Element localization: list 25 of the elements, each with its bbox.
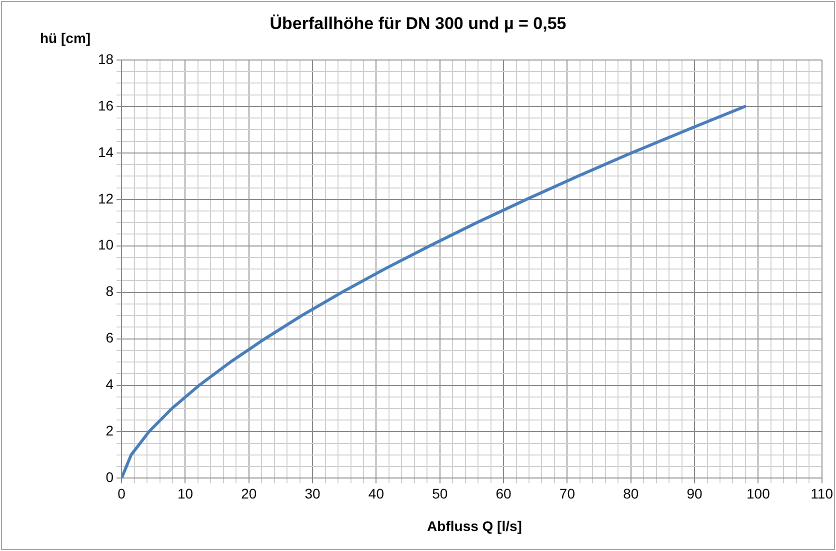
x-tick-label: 40 xyxy=(368,485,384,502)
x-tick-label: 100 xyxy=(746,485,770,502)
x-tick-label: 70 xyxy=(559,485,576,502)
y-tick-label: 10 xyxy=(98,236,114,253)
y-tick-label: 12 xyxy=(98,190,114,206)
y-tick-label: 16 xyxy=(98,97,114,114)
y-tick-label: 14 xyxy=(98,144,114,160)
x-tick-label: 10 xyxy=(177,485,194,502)
x-tick-label: 80 xyxy=(623,485,639,502)
x-axis-title: Abfluss Q [l/s] xyxy=(426,518,523,534)
x-tick-label: 20 xyxy=(241,485,257,502)
x-tick-label: 110 xyxy=(810,485,834,502)
y-tick-label: 18 xyxy=(98,50,114,67)
x-tick-label: 50 xyxy=(432,485,448,502)
y-tick-label: 6 xyxy=(106,330,114,346)
x-tick-label: 60 xyxy=(496,485,512,502)
x-tick-label: 0 xyxy=(118,485,126,502)
x-tick-label: 30 xyxy=(304,485,321,502)
chart-title: Überfallhöhe für DN 300 und µ = 0,55 xyxy=(270,14,566,33)
x-tick-label: 90 xyxy=(686,485,703,502)
y-tick-label: 4 xyxy=(106,376,114,392)
y-tick-label: 0 xyxy=(106,469,114,486)
y-axis-title: hü [cm] xyxy=(40,30,91,46)
y-tick-label: 8 xyxy=(106,283,114,300)
y-tick-label: 2 xyxy=(106,422,114,439)
